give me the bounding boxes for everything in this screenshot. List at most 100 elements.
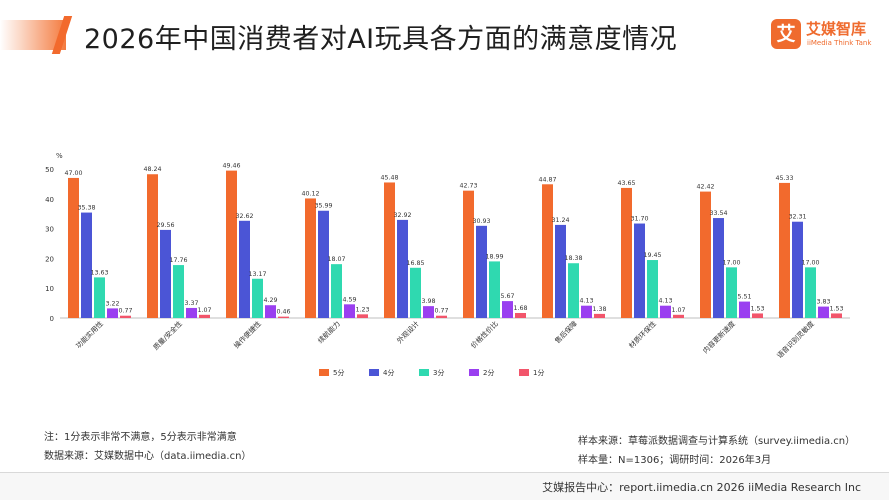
legend-swatch [419,369,429,376]
data-label: 5.67 [500,293,514,300]
data-label: 1.68 [513,305,527,312]
bar [700,191,711,318]
data-label: 42.42 [696,184,714,191]
bar [226,170,237,318]
sample-source-text: 样本来源：草莓派数据调查与计算系统（survey.iimedia.cn） [578,436,856,447]
data-label: 4.59 [342,296,356,303]
logo-name-cn: 艾媒智库 [806,20,867,38]
data-label: 40.12 [301,190,319,197]
category-label: 语音识别灵敏度 [775,319,816,360]
data-label: 17.00 [801,259,819,266]
legend-label: 3分 [433,368,444,377]
data-label: 0.77 [434,308,448,315]
bar [805,267,816,318]
bar [331,264,342,318]
bar [278,316,289,318]
category-label: 质量/安全性 [151,319,184,352]
data-label: 1.53 [750,305,764,312]
page-title: 2026年中国消费者对AI玩具各方面的满意度情况 [84,24,678,55]
bar [634,223,645,318]
category-label: 续航能力 [316,319,342,345]
legend-label: 2分 [483,368,494,377]
data-label: 0.46 [276,309,290,316]
data-label: 32.92 [393,212,411,219]
bar [344,304,355,318]
bar [384,182,395,318]
data-label: 1.53 [829,305,843,312]
category-label: 内容更新速度 [701,319,737,355]
logo-icon: 艾 [771,19,801,49]
bar [160,229,171,318]
data-label: 18.99 [485,253,503,260]
bar [726,267,737,318]
data-label: 16.85 [406,260,424,267]
data-label: 13.63 [90,269,108,276]
logo-name-en: iiMedia Think Tank [807,39,872,47]
bar [739,301,750,318]
category-label: 外观设计 [395,319,421,345]
data-label: 44.87 [538,176,556,183]
data-label: 3.22 [105,300,119,307]
footer-bar [0,473,889,500]
data-label: 4.13 [658,298,672,305]
data-label: 17.00 [722,259,740,266]
bar [476,225,487,318]
bar [252,278,263,318]
data-label: 45.48 [380,174,398,181]
legend-swatch [469,369,479,376]
bar [581,305,592,318]
category-label: 操作便捷性 [232,319,263,350]
legend-label: 1分 [533,368,544,377]
data-label: 0.77 [118,308,132,315]
legend-label: 4分 [383,368,394,377]
data-label: 31.70 [630,216,648,223]
bar [779,182,790,318]
legend-label: 5分 [333,368,344,377]
bar [463,190,474,318]
legend-swatch [369,369,379,376]
bar [489,261,500,318]
y-tick-label: 10 [45,285,54,293]
bar [120,315,131,318]
y-tick-label: 20 [45,255,54,263]
category-label: 材质环保性 [627,319,658,350]
y-tick-label: 50 [45,166,54,174]
data-label: 4.13 [579,298,593,305]
bar [107,308,118,318]
data-label: 47.00 [64,170,82,177]
bar [318,210,329,318]
data-label: 3.98 [421,298,435,305]
bar [555,224,566,318]
bar [81,212,92,318]
bar [713,218,724,318]
data-label: 35.99 [314,203,332,210]
footer-divider [0,472,889,473]
data-label: 31.24 [551,217,569,224]
bar [515,312,526,318]
category-label: 价格性价比 [469,319,500,350]
data-label: 1.38 [592,306,606,313]
data-label: 17.76 [169,257,187,264]
sample-info-text: 样本量：N=1306；调研时间：2026年3月 [578,455,772,466]
bar [594,313,605,318]
bar [68,177,79,318]
data-label: 42.73 [459,183,477,190]
data-label: 32.62 [235,213,253,220]
data-label: 48.24 [143,166,161,173]
bar [436,315,447,318]
y-tick-label: 0 [50,315,54,323]
data-label: 49.46 [222,163,240,170]
y-axis-unit: % [56,152,63,160]
data-label: 32.31 [788,214,806,221]
bar [186,307,197,318]
data-label: 1.07 [671,307,685,314]
data-label: 18.07 [327,256,345,263]
data-label: 3.83 [816,299,830,306]
bar [239,220,250,318]
category-label: 售后保障 [553,319,579,345]
bar [147,174,158,318]
bar [673,314,684,318]
brand-logo: 艾 艾媒智库 iiMedia Think Tank [771,18,879,54]
bar [199,314,210,318]
category-label: 功能实用性 [74,319,105,350]
